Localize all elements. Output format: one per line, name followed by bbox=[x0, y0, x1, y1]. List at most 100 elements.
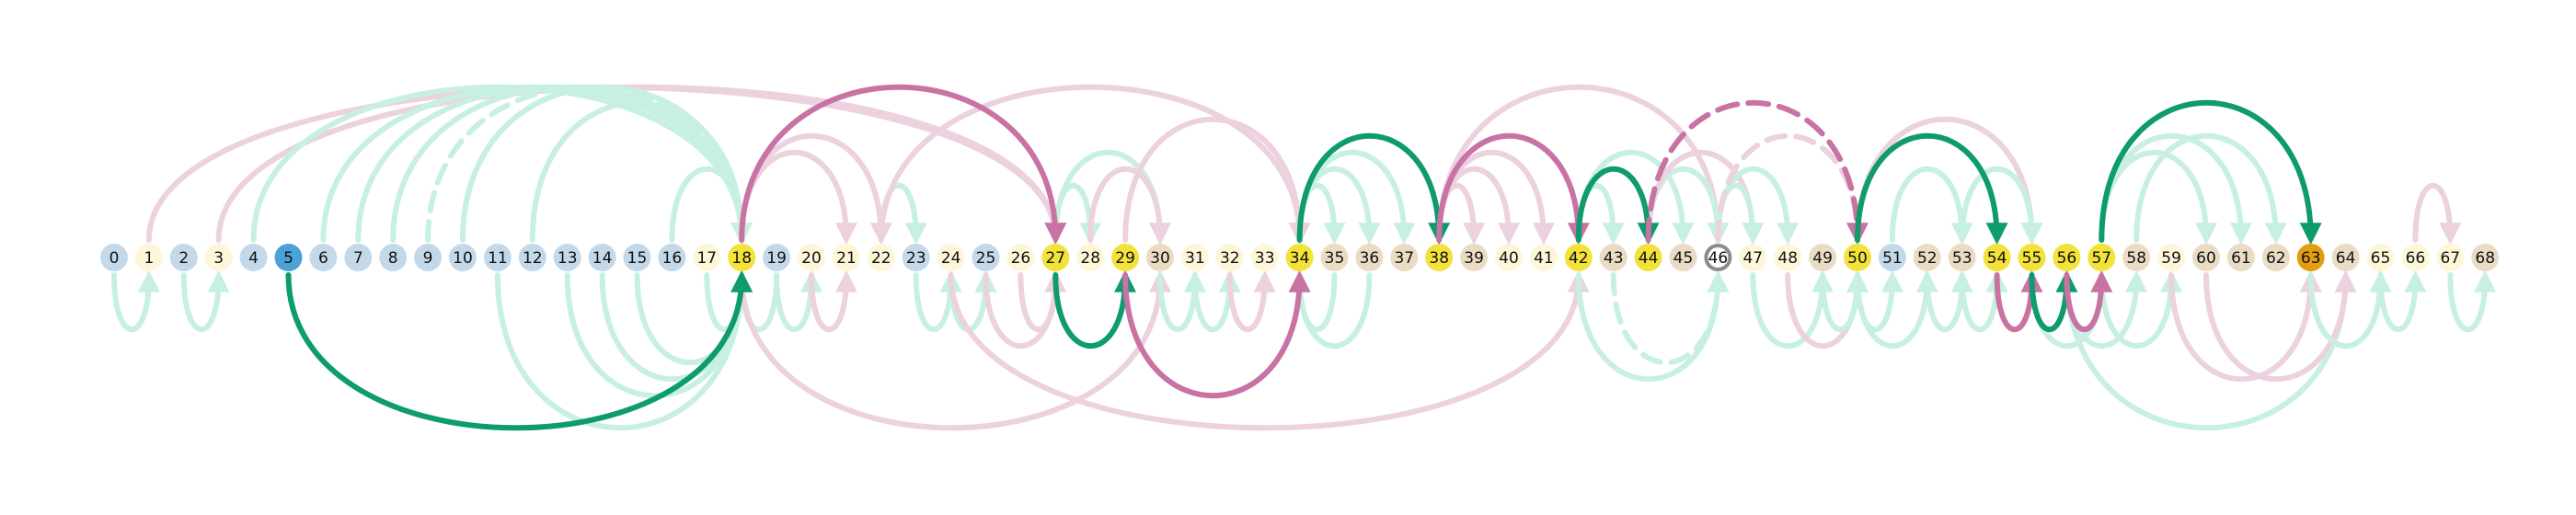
node-circle bbox=[2471, 244, 2500, 271]
node-circle bbox=[274, 244, 303, 271]
node-circle bbox=[2401, 244, 2430, 271]
node-circle bbox=[623, 244, 651, 271]
node-label: 63 bbox=[2301, 249, 2321, 268]
node-label: 49 bbox=[1812, 249, 1833, 268]
node-label: 8 bbox=[388, 249, 398, 268]
strong-edge-layer bbox=[285, 84, 2322, 431]
node-circle bbox=[1774, 244, 1802, 271]
edge-53-to-54 bbox=[1959, 269, 2008, 333]
node-label: 18 bbox=[731, 249, 752, 268]
node-circle bbox=[1425, 244, 1454, 271]
node-circle bbox=[1809, 244, 1837, 271]
edge-49-to-50 bbox=[1820, 269, 1869, 333]
node-label: 9 bbox=[423, 249, 433, 268]
edge-2-to-3 bbox=[180, 269, 230, 333]
node-label: 28 bbox=[1080, 249, 1100, 268]
node-18: 18 bbox=[728, 244, 756, 271]
node-circle bbox=[1844, 244, 1871, 271]
edge-42-to-44 bbox=[1575, 166, 1660, 246]
edge-44-to-50 bbox=[1645, 100, 1869, 246]
node-58: 58 bbox=[2122, 244, 2151, 271]
node-circle bbox=[693, 244, 721, 271]
edge-29-to-34 bbox=[1122, 269, 1311, 399]
node-31: 31 bbox=[1180, 244, 1209, 271]
node-circle bbox=[2122, 244, 2151, 271]
node-circle bbox=[902, 244, 930, 271]
node-label: 17 bbox=[696, 249, 717, 268]
node-9: 9 bbox=[414, 244, 443, 271]
node-28: 28 bbox=[1076, 244, 1105, 271]
edge-58-to-62 bbox=[2133, 132, 2287, 246]
node-2: 2 bbox=[169, 244, 198, 271]
node-circle bbox=[134, 244, 163, 271]
node-14: 14 bbox=[588, 244, 616, 271]
node-45: 45 bbox=[1669, 244, 1697, 271]
edge-12-to-18 bbox=[529, 100, 753, 246]
edge-38-to-42 bbox=[1436, 132, 1590, 246]
edge-67-to-68 bbox=[2447, 269, 2497, 333]
faint-edge-layer bbox=[111, 84, 2497, 431]
node-label: 41 bbox=[1534, 249, 1554, 268]
edge-34-to-37 bbox=[1296, 149, 1416, 246]
node-circle bbox=[1669, 244, 1697, 271]
node-circle bbox=[1076, 244, 1105, 271]
node-circle bbox=[763, 244, 791, 271]
node-6: 6 bbox=[309, 244, 338, 271]
edge-30-to-31 bbox=[1157, 269, 1206, 333]
node-label: 15 bbox=[627, 249, 648, 268]
node-circle bbox=[1460, 244, 1489, 271]
node-label: 23 bbox=[906, 249, 926, 268]
edge-27-to-29 bbox=[1052, 269, 1137, 349]
node-label: 53 bbox=[1952, 249, 1972, 268]
node-7: 7 bbox=[344, 244, 373, 271]
node-8: 8 bbox=[379, 244, 408, 271]
node-64: 64 bbox=[2331, 244, 2360, 271]
node-circle bbox=[1320, 244, 1349, 271]
node-circle bbox=[1739, 244, 1767, 271]
node-label: 1 bbox=[144, 249, 154, 268]
node-label: 46 bbox=[1708, 249, 1729, 268]
node-label: 33 bbox=[1255, 249, 1275, 268]
node-42: 42 bbox=[1564, 244, 1593, 271]
edge-56-to-57 bbox=[2064, 269, 2113, 333]
node-label: 51 bbox=[1882, 249, 1903, 268]
edge-63-to-65 bbox=[2307, 269, 2392, 349]
node-55: 55 bbox=[2018, 244, 2046, 271]
node-circle bbox=[1180, 244, 1209, 271]
node-label: 67 bbox=[2440, 249, 2460, 268]
node-label: 52 bbox=[1917, 249, 1938, 268]
node-label: 30 bbox=[1150, 249, 1170, 268]
node-label: 21 bbox=[836, 249, 857, 268]
node-circle bbox=[344, 244, 373, 271]
node-circle bbox=[1878, 244, 1906, 271]
node-circle bbox=[1111, 244, 1140, 271]
node-60: 60 bbox=[2192, 244, 2220, 271]
edge-57-to-59 bbox=[2099, 269, 2183, 349]
edge-22-to-34 bbox=[878, 84, 1311, 246]
node-1: 1 bbox=[134, 244, 163, 271]
node-label: 35 bbox=[1325, 249, 1345, 268]
node-38: 38 bbox=[1425, 244, 1454, 271]
node-circle bbox=[1599, 244, 1627, 271]
node-label: 57 bbox=[2091, 249, 2111, 268]
node-circle bbox=[204, 244, 233, 271]
node-35: 35 bbox=[1320, 244, 1349, 271]
node-circle bbox=[1215, 244, 1244, 271]
node-circle bbox=[100, 244, 128, 271]
node-circle bbox=[2296, 244, 2325, 271]
node-21: 21 bbox=[832, 244, 860, 271]
edge-26-to-27 bbox=[1018, 269, 1067, 333]
node-36: 36 bbox=[1355, 244, 1384, 271]
node-label: 40 bbox=[1499, 249, 1519, 268]
node-circle bbox=[2331, 244, 2360, 271]
node-circle bbox=[1564, 244, 1593, 271]
node-circle bbox=[1390, 244, 1419, 271]
edge-66-to-67 bbox=[2412, 182, 2462, 246]
node-27: 27 bbox=[1041, 244, 1070, 271]
node-label: 24 bbox=[941, 249, 961, 268]
node-48: 48 bbox=[1774, 244, 1802, 271]
node-11: 11 bbox=[483, 244, 512, 271]
node-label: 47 bbox=[1742, 249, 1763, 268]
node-label: 3 bbox=[213, 249, 224, 268]
edge-3-to-27 bbox=[215, 84, 1067, 246]
